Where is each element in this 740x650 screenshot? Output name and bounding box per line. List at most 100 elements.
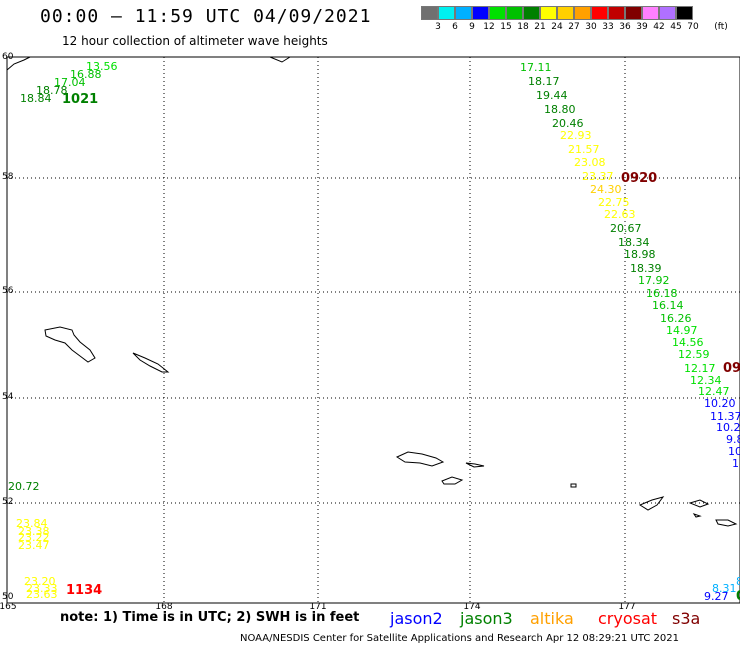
footer-note: note: 1) Time is in UTC; 2) SWH is in fe…	[60, 610, 360, 625]
wave-height-value: 12.34	[690, 374, 722, 387]
scale-label: 36	[619, 22, 631, 32]
wave-height-value: 20.67	[610, 222, 642, 235]
wave-height-value: 12.47	[698, 385, 730, 398]
wave-height-value: 10.20	[704, 397, 736, 410]
island-aleutian-7	[715, 519, 738, 527]
x-tick-label: 171	[309, 602, 327, 612]
wave-height-value: 17.04	[54, 76, 86, 89]
wave-height-value: 23.84	[16, 517, 48, 530]
scale-label: 42	[653, 22, 665, 32]
x-tick-label: 168	[155, 602, 173, 612]
wave-height-value: 9.8	[726, 433, 740, 446]
wave-height-value: 18.78	[36, 84, 68, 97]
coast-top	[269, 56, 291, 63]
scale-label: 27	[568, 22, 580, 32]
island-kodiak	[44, 326, 96, 363]
wave-height-value: 12.59	[678, 348, 710, 361]
scale-swatch	[489, 6, 506, 20]
coastlines	[6, 56, 738, 527]
wave-height-value: 16.18	[646, 287, 678, 300]
color-scale-legend	[421, 6, 693, 20]
island-aleutian-3	[465, 462, 485, 468]
mission-altika: altika	[530, 609, 574, 628]
y-tick-label: 54	[2, 392, 14, 402]
scale-swatch	[591, 6, 608, 20]
scale-swatch	[676, 6, 693, 20]
x-tick-label: 165	[0, 602, 17, 612]
mission-s3a: s3a	[672, 609, 701, 628]
wave-height-value: 21.57	[568, 143, 600, 156]
wave-height-value: 11.37	[710, 410, 740, 423]
wave-height-value: 23.20	[24, 575, 56, 588]
wave-height-value: 18.34	[618, 236, 650, 249]
scale-swatch	[455, 6, 472, 20]
wave-height-value: 22.93	[560, 129, 592, 142]
wave-height-value: 10	[728, 445, 740, 458]
scale-swatch	[523, 6, 540, 20]
scale-label: 30	[585, 22, 597, 32]
wave-height-value: 23.33	[26, 582, 58, 595]
scale-label: 12	[483, 22, 495, 32]
wave-height-value: 16.88	[70, 68, 102, 81]
y-tick-label: 60	[2, 52, 14, 62]
pass-time-label: 1021	[62, 92, 98, 107]
wave-height-value: 18.17	[528, 75, 560, 88]
y-tick-label: 56	[2, 286, 14, 296]
x-tick-label: 177	[618, 602, 636, 612]
scale-label: 18	[517, 22, 529, 32]
wave-height-value: 17.92	[638, 274, 670, 287]
scale-swatch	[608, 6, 625, 20]
scale-label: 39	[636, 22, 648, 32]
wave-height-value: 16.14	[652, 299, 684, 312]
scale-swatch	[642, 6, 659, 20]
wave-height-value: 14.97	[666, 324, 698, 337]
island-aleutian-4	[570, 483, 577, 488]
pass-time-label: 09	[723, 361, 740, 376]
island-small-1	[132, 352, 170, 373]
map-frame	[6, 56, 740, 604]
wave-height-value: 18.84	[20, 92, 52, 105]
wave-height-value: 12.17	[684, 362, 716, 375]
color-scale-labels: 3 6 9 12 15 18 21 24 27 30 33 36 39 42 45 70 (ft)	[421, 22, 740, 34]
scale-label: 45	[670, 22, 682, 32]
x-tick-label: 174	[463, 602, 481, 612]
wave-height-value: 22.75	[598, 196, 630, 209]
scale-swatch	[438, 6, 455, 20]
wave-height-value: 22.63	[604, 208, 636, 221]
wave-height-value: 19.44	[536, 89, 568, 102]
wave-height-value: 17.11	[520, 61, 552, 74]
wave-height-value: 20.46	[552, 117, 584, 130]
wave-height-value: 8.1	[736, 575, 740, 588]
scale-swatch	[659, 6, 676, 20]
island-aleutian-8	[692, 513, 702, 518]
scale-swatch	[472, 6, 489, 20]
scale-swatch	[574, 6, 591, 20]
wave-height-value: 8.31	[712, 582, 737, 595]
wave-height-value: 9.27	[704, 590, 729, 603]
page-title: 00:00 – 11:59 UTC 04/09/2021	[40, 6, 372, 27]
wave-height-value: 10.20	[716, 421, 740, 434]
scale-swatch	[421, 6, 438, 20]
island-aleutian-2	[441, 476, 464, 485]
scale-label: 24	[551, 22, 563, 32]
pass-time-label: 0	[736, 589, 740, 604]
pass-time-label: 1134	[66, 583, 102, 598]
wave-height-value: 23.22	[18, 531, 50, 544]
wave-height-value: 18.39	[630, 262, 662, 275]
wave-height-value: 18.98	[624, 248, 656, 261]
mission-jason3: jason3	[460, 609, 513, 628]
scale-label: 9	[469, 22, 475, 32]
scale-swatch	[557, 6, 574, 20]
wave-height-value: 23.63	[26, 588, 58, 601]
page-subtitle: 12 hour collection of altimeter wave hei…	[62, 34, 328, 48]
pass-time-label: 0920	[621, 171, 657, 186]
wave-height-value: 14.56	[672, 336, 704, 349]
y-tick-label: 52	[2, 497, 14, 507]
mission-jason2: jason2	[390, 609, 443, 628]
y-tick-label: 50	[2, 592, 14, 602]
island-aleutian-1	[395, 451, 445, 467]
scale-label: 3	[435, 22, 441, 32]
coast-top-left	[6, 56, 31, 71]
wave-height-value: 23.38	[18, 525, 50, 538]
